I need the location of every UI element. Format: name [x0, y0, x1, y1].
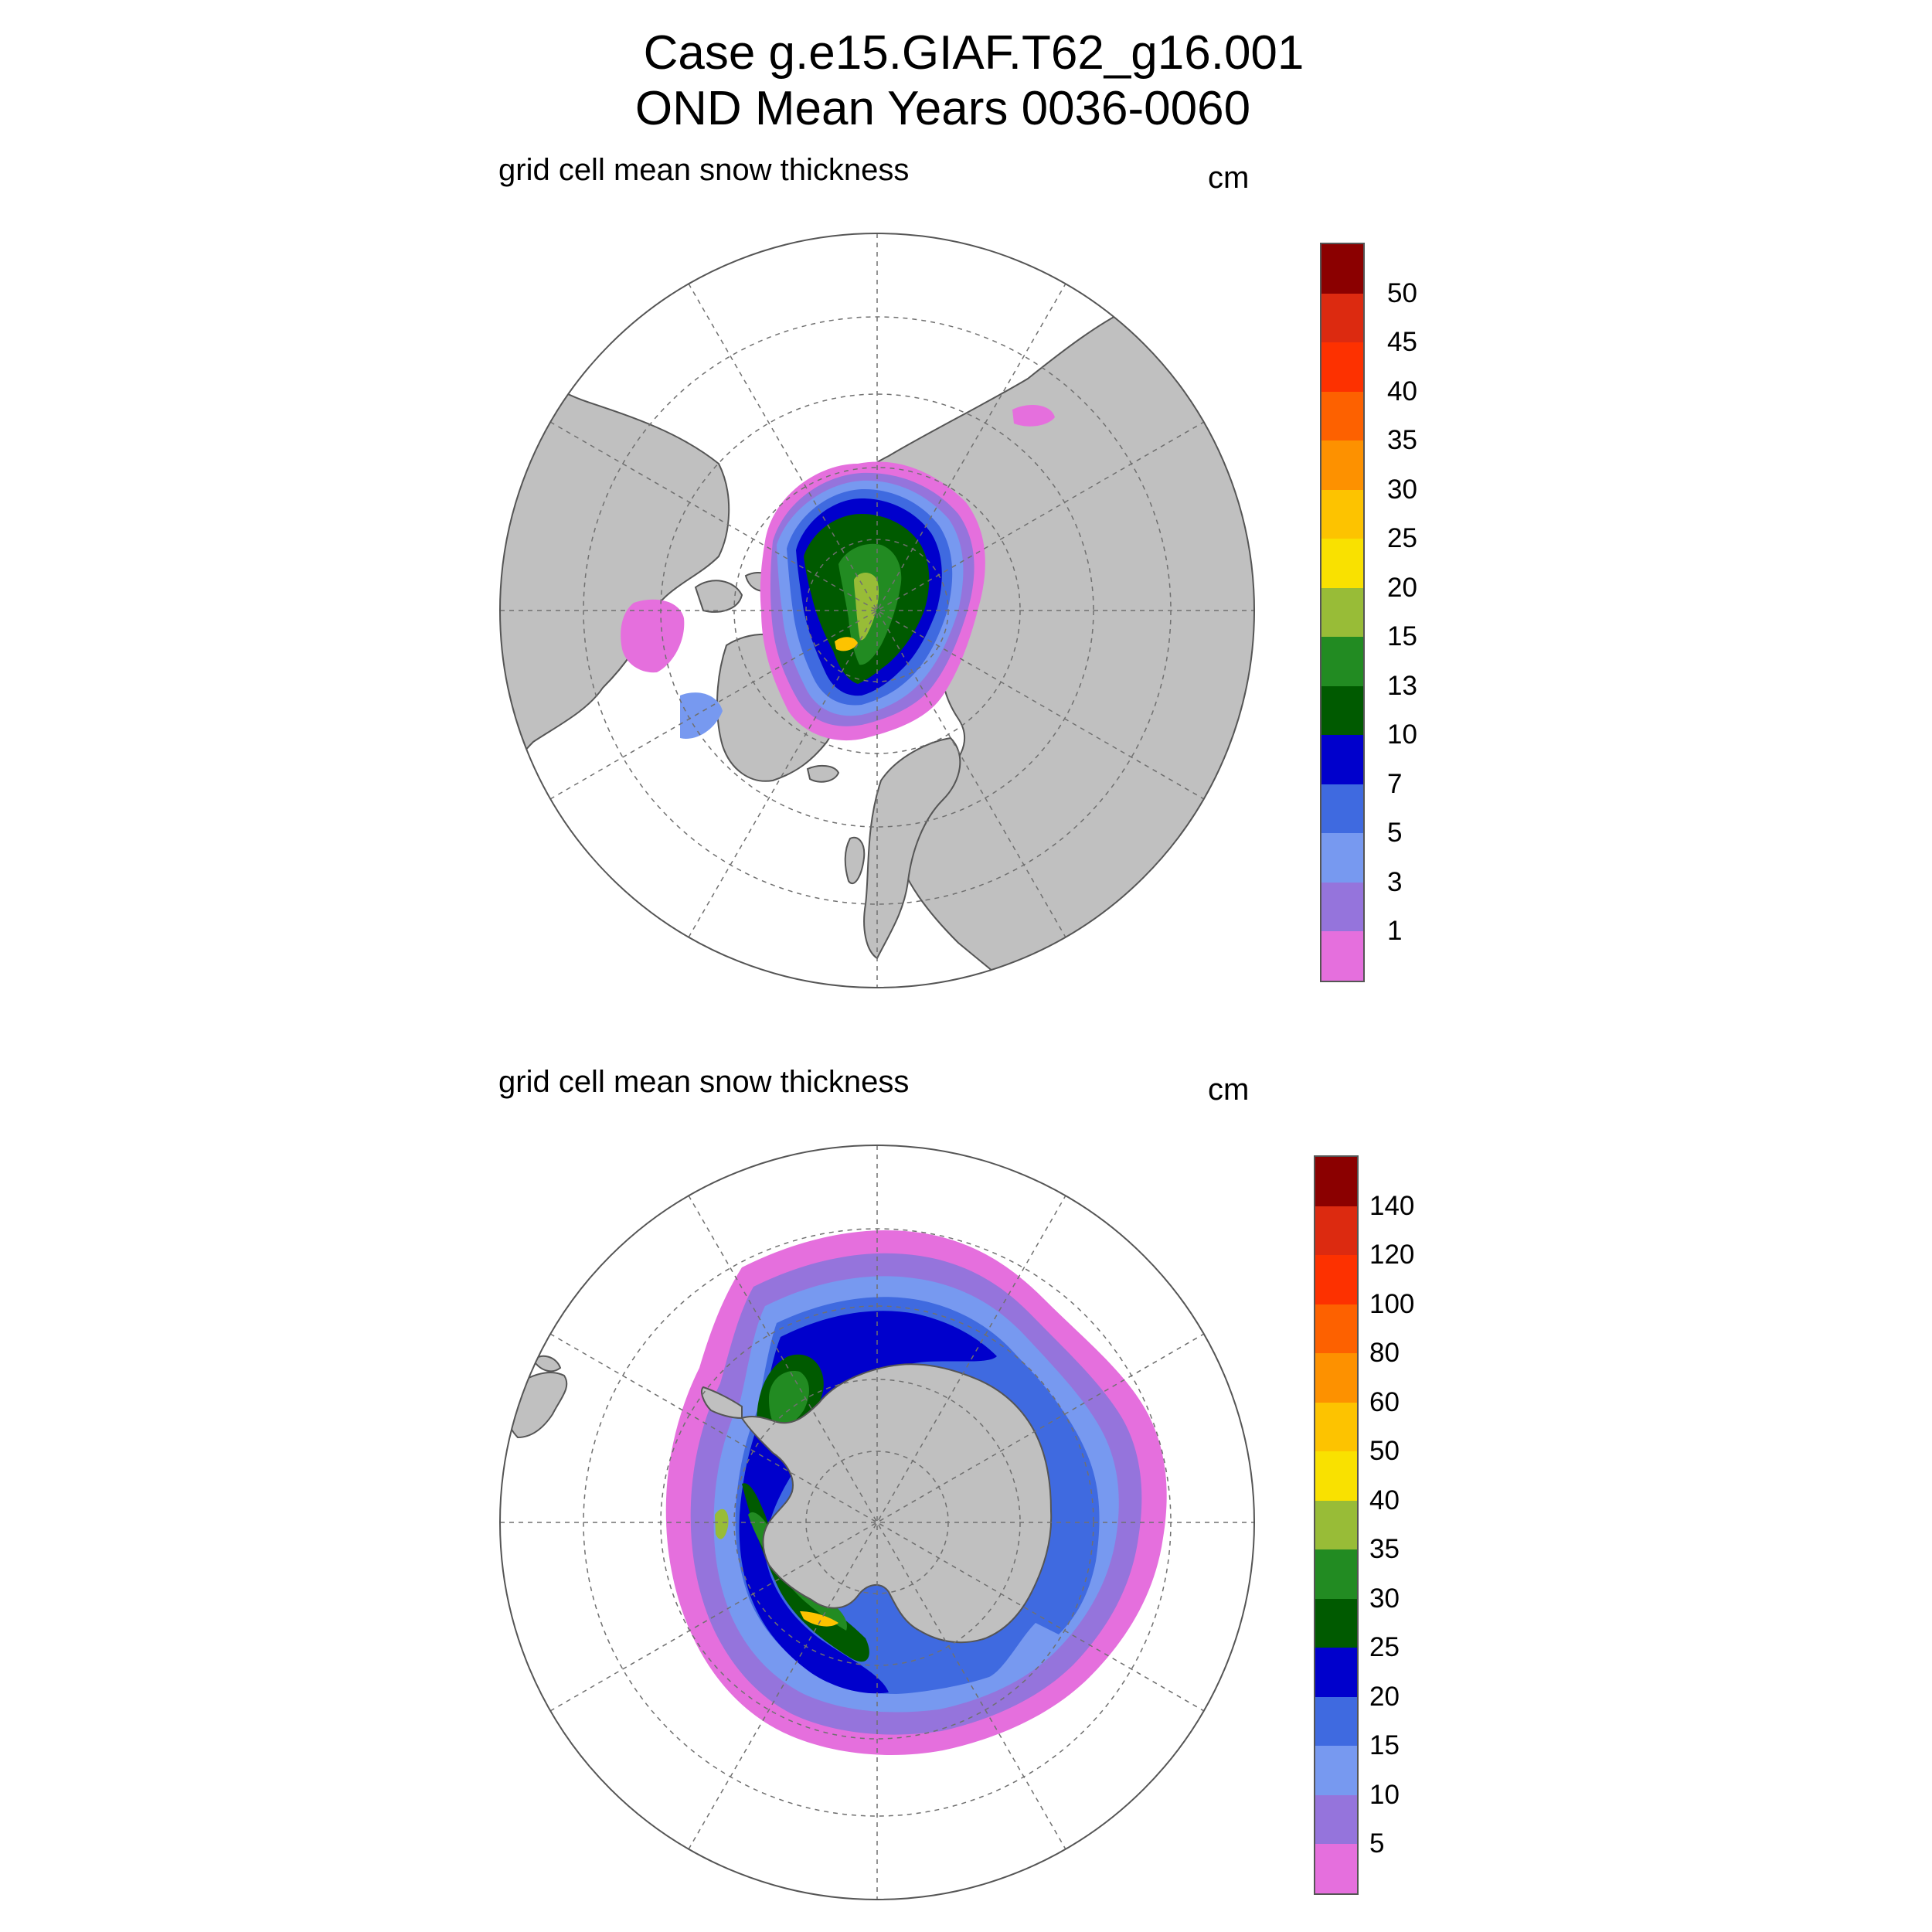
antarctic-snow-lvl7 — [715, 1509, 729, 1539]
figure-title-line1: Case g.e15.GIAF.T62_g16.001 — [643, 26, 1304, 80]
colorbar-tick-label: 30 — [1369, 1583, 1400, 1614]
colorbar-segment — [1315, 1304, 1357, 1354]
colorbar-segment — [1315, 1451, 1357, 1501]
arctic-colorbar — [1320, 243, 1365, 982]
arctic-land-britain — [844, 836, 866, 885]
arctic-map — [500, 233, 1254, 988]
colorbar-tick-label: 50 — [1369, 1436, 1400, 1467]
colorbar-segment — [1315, 1206, 1357, 1256]
arctic-snow-lvl7 — [854, 573, 879, 641]
colorbar-tick-label: 5 — [1387, 818, 1403, 849]
colorbar-segment — [1321, 440, 1363, 490]
antarctic-land-south-america-2 — [532, 1355, 562, 1372]
colorbar-segment — [1315, 1746, 1357, 1795]
antarctic-colorbar — [1314, 1155, 1359, 1895]
colorbar-segment — [1315, 1794, 1357, 1845]
colorbar-segment — [1321, 735, 1363, 784]
arctic-units-label: cm — [1208, 161, 1250, 195]
colorbar-segment — [1321, 587, 1363, 638]
colorbar-segment — [1321, 539, 1363, 588]
colorbar-tick-label: 120 — [1369, 1240, 1415, 1270]
colorbar-tick-label: 35 — [1387, 425, 1417, 456]
colorbar-tick-label: 7 — [1387, 768, 1403, 799]
colorbar-segment — [1315, 1696, 1357, 1747]
figure-title-line2: OND Mean Years 0036-0060 — [634, 82, 1251, 135]
arctic-graticule — [500, 233, 1254, 988]
colorbar-segment — [1315, 1402, 1357, 1452]
colorbar-segment — [1315, 1598, 1357, 1648]
arctic-snow-bering — [1012, 405, 1055, 427]
colorbar-tick-label: 40 — [1387, 376, 1417, 406]
colorbar-segment — [1321, 931, 1363, 981]
arctic-snow-lvl8 — [835, 637, 858, 651]
colorbar-segment — [1321, 489, 1363, 539]
colorbar-segment — [1315, 1255, 1357, 1304]
antarctic-map — [500, 1145, 1254, 1900]
arctic-land-europe — [863, 736, 961, 960]
colorbar-tick-label: 1 — [1387, 916, 1403, 947]
colorbar-tick-label: 60 — [1369, 1386, 1400, 1417]
colorbar-segment — [1321, 244, 1363, 294]
colorbar-tick-label: 13 — [1387, 670, 1417, 701]
colorbar-tick-label: 10 — [1387, 719, 1417, 750]
colorbar-tick-label: 20 — [1369, 1681, 1400, 1712]
colorbar-segment — [1321, 882, 1363, 932]
colorbar-tick-label: 15 — [1369, 1730, 1400, 1761]
colorbar-segment — [1321, 391, 1363, 441]
colorbar-tick-label: 30 — [1387, 474, 1417, 505]
colorbar-tick-label: 80 — [1369, 1338, 1400, 1369]
arctic-snow-hudson — [621, 599, 685, 673]
colorbar-tick-label: 100 — [1369, 1288, 1415, 1319]
colorbar-tick-label: 40 — [1369, 1485, 1400, 1515]
antarctic-land-peninsula — [701, 1386, 743, 1420]
colorbar-segment — [1321, 637, 1363, 686]
antarctic-land-continent — [740, 1363, 1053, 1644]
colorbar-segment — [1321, 342, 1363, 392]
colorbar-tick-label: 10 — [1369, 1779, 1400, 1810]
colorbar-segment — [1315, 1500, 1357, 1550]
colorbar-tick-label: 15 — [1387, 621, 1417, 652]
colorbar-segment — [1315, 1353, 1357, 1403]
colorbar-segment — [1321, 784, 1363, 834]
colorbar-tick-label: 5 — [1369, 1828, 1385, 1859]
colorbar-tick-label: 45 — [1387, 327, 1417, 358]
colorbar-tick-label: 20 — [1387, 572, 1417, 603]
colorbar-tick-label: 25 — [1369, 1632, 1400, 1663]
colorbar-segment — [1315, 1648, 1357, 1697]
colorbar-tick-label: 140 — [1369, 1190, 1415, 1221]
colorbar-segment — [1315, 1844, 1357, 1893]
arctic-map-border — [499, 233, 1255, 988]
arctic-panel-label: grid cell mean snow thickness — [498, 153, 910, 187]
antarctic-units-label: cm — [1208, 1073, 1250, 1107]
arctic-land-iceland — [806, 764, 840, 783]
arctic-snow-labrador — [680, 692, 723, 739]
antarctic-panel-label: grid cell mean snow thickness — [498, 1065, 910, 1099]
colorbar-segment — [1315, 1157, 1357, 1206]
colorbar-tick-label: 3 — [1387, 866, 1403, 897]
colorbar-tick-label: 25 — [1387, 523, 1417, 554]
colorbar-tick-label: 50 — [1387, 277, 1417, 308]
colorbar-segment — [1321, 293, 1363, 343]
colorbar-segment — [1321, 833, 1363, 883]
antarctic-graticule — [500, 1145, 1254, 1900]
colorbar-segment — [1315, 1549, 1357, 1599]
colorbar-segment — [1321, 685, 1363, 736]
antarctic-map-border — [499, 1145, 1255, 1900]
colorbar-tick-label: 35 — [1369, 1534, 1400, 1565]
